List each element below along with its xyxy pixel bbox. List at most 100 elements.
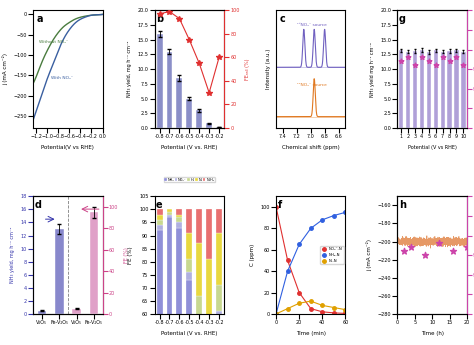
NH₃-N bbox=[308, 226, 314, 230]
Bar bbox=[37, 311, 46, 314]
NO₃⁻-N bbox=[331, 311, 337, 315]
Bar bbox=[72, 308, 81, 314]
Text: ¹⁴NO₃⁻ source: ¹⁴NO₃⁻ source bbox=[297, 83, 327, 87]
Bar bbox=[186, 272, 192, 280]
Y-axis label: FEₙₙ₃ (%): FEₙₙ₃ (%) bbox=[245, 58, 250, 80]
Bar bbox=[176, 209, 182, 215]
NO₃⁻-N bbox=[308, 306, 314, 310]
Point bbox=[463, 245, 471, 250]
Bar bbox=[196, 296, 202, 322]
Y-axis label: Intensity (a.u.): Intensity (a.u.) bbox=[265, 49, 271, 89]
Point bbox=[425, 59, 432, 64]
NO₃⁻-N bbox=[296, 290, 302, 295]
Legend: NH₃, NO₂⁻, H₂, N₂, N₂H₄: NH₃, NO₂⁻, H₂, N₂, N₂H₄ bbox=[164, 177, 215, 182]
Bar bbox=[196, 243, 202, 296]
Y-axis label: NH₃ yield, mg h⁻¹ cm⁻²: NH₃ yield, mg h⁻¹ cm⁻² bbox=[10, 227, 15, 283]
Bar bbox=[90, 212, 98, 314]
Bar bbox=[434, 50, 438, 128]
Bar bbox=[186, 259, 192, 272]
NO₃⁻-N bbox=[319, 310, 325, 314]
Bar bbox=[455, 50, 458, 128]
X-axis label: Chemical shift (ppm): Chemical shift (ppm) bbox=[282, 145, 340, 150]
Y-axis label: NH₃ yield mg h⁻¹ cm⁻²: NH₃ yield mg h⁻¹ cm⁻² bbox=[370, 42, 375, 97]
NO₃⁻-N bbox=[273, 205, 279, 209]
Text: ¹⁵NO₃⁻ source: ¹⁵NO₃⁻ source bbox=[297, 23, 327, 27]
N₂-N bbox=[319, 303, 325, 307]
Point bbox=[446, 59, 453, 64]
Bar bbox=[406, 51, 410, 128]
NH₃-N bbox=[296, 242, 302, 246]
Point bbox=[404, 55, 412, 60]
Point bbox=[397, 59, 405, 64]
Text: a: a bbox=[36, 14, 43, 24]
Bar bbox=[186, 280, 192, 345]
Bar bbox=[196, 322, 202, 335]
NO₃⁻-N bbox=[343, 311, 348, 315]
Bar bbox=[413, 51, 417, 128]
Bar bbox=[176, 215, 182, 217]
X-axis label: Potential (V vs. RHE): Potential (V vs. RHE) bbox=[161, 145, 218, 150]
Text: d: d bbox=[35, 200, 42, 210]
Bar bbox=[216, 319, 222, 345]
Text: e: e bbox=[156, 200, 163, 210]
Point bbox=[411, 62, 419, 68]
Bar bbox=[156, 215, 163, 220]
Bar bbox=[399, 50, 403, 128]
Line: NH₃-N: NH₃-N bbox=[274, 210, 347, 316]
Bar bbox=[186, 99, 192, 128]
Y-axis label: FE (%): FE (%) bbox=[124, 247, 129, 263]
Bar bbox=[216, 285, 222, 311]
X-axis label: Potential (V vs RHE): Potential (V vs RHE) bbox=[408, 145, 456, 150]
Bar bbox=[216, 209, 222, 233]
Point bbox=[401, 248, 408, 254]
Text: b: b bbox=[156, 14, 163, 24]
Bar bbox=[206, 123, 212, 128]
NH₃-N bbox=[285, 269, 291, 273]
Bar bbox=[156, 220, 163, 225]
Bar bbox=[447, 51, 452, 128]
Point bbox=[453, 55, 460, 60]
Bar bbox=[196, 209, 202, 243]
Bar bbox=[206, 259, 212, 337]
Point bbox=[432, 62, 439, 68]
Bar bbox=[461, 51, 465, 128]
Point bbox=[421, 252, 429, 258]
Y-axis label: C (ppm): C (ppm) bbox=[250, 244, 255, 266]
Bar bbox=[196, 335, 202, 345]
Y-axis label: FE (%): FE (%) bbox=[128, 246, 134, 264]
Bar bbox=[427, 52, 431, 128]
Bar bbox=[440, 51, 445, 128]
N₂-N bbox=[308, 299, 314, 303]
Bar bbox=[156, 34, 163, 128]
Point bbox=[439, 55, 447, 60]
Legend: NO₃⁻-N, NH₃-N, N₂-N: NO₃⁻-N, NH₃-N, N₂-N bbox=[320, 246, 344, 264]
NH₃-N bbox=[273, 312, 279, 316]
Text: h: h bbox=[399, 200, 406, 210]
Text: c: c bbox=[280, 14, 285, 24]
Line: NO₃⁻-N: NO₃⁻-N bbox=[274, 205, 347, 315]
Bar bbox=[186, 233, 192, 259]
NH₃-N bbox=[319, 218, 325, 222]
Point bbox=[449, 248, 457, 254]
NO₃⁻-N bbox=[285, 258, 291, 263]
Y-axis label: NH₃ yield, mg h⁻¹ cm⁻²: NH₃ yield, mg h⁻¹ cm⁻² bbox=[127, 41, 132, 97]
Bar bbox=[156, 225, 163, 230]
Bar bbox=[419, 50, 424, 128]
NH₃-N bbox=[331, 214, 337, 218]
N₂-N bbox=[343, 308, 348, 312]
Y-axis label: j (mA cm⁻²): j (mA cm⁻²) bbox=[366, 239, 372, 271]
Point bbox=[408, 245, 415, 250]
NH₃-N bbox=[343, 210, 348, 214]
X-axis label: Time (min): Time (min) bbox=[296, 331, 326, 336]
N₂-N bbox=[273, 312, 279, 316]
X-axis label: Potential (V vs. RHE): Potential (V vs. RHE) bbox=[161, 331, 218, 336]
Bar bbox=[206, 209, 212, 259]
Bar bbox=[55, 229, 64, 314]
Bar bbox=[216, 311, 222, 319]
Point bbox=[435, 240, 443, 246]
Bar bbox=[176, 228, 182, 345]
Text: f: f bbox=[277, 200, 282, 210]
X-axis label: Potential(V vs RHE): Potential(V vs RHE) bbox=[41, 145, 94, 150]
Bar bbox=[166, 51, 173, 128]
Text: With NO₃⁻: With NO₃⁻ bbox=[51, 76, 73, 80]
